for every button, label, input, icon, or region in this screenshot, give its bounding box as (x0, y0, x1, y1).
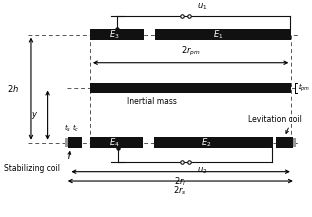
Bar (155, 29, 291, 40)
Text: Levitation coil: Levitation coil (248, 115, 302, 125)
Text: $E_4$: $E_4$ (109, 136, 119, 149)
Text: $E_1$: $E_1$ (213, 28, 224, 41)
Text: $t_s$: $t_s$ (64, 123, 71, 134)
Bar (69, 137, 82, 148)
Text: Stabilizing coil: Stabilizing coil (4, 164, 60, 173)
Text: $u_1$: $u_1$ (197, 1, 207, 12)
Text: $2r_s$: $2r_s$ (173, 184, 187, 197)
Text: $u_2$: $u_2$ (197, 166, 207, 176)
Text: $2r_{pm}$: $2r_{pm}$ (181, 45, 201, 58)
Text: $E_3$: $E_3$ (109, 28, 119, 41)
Text: $t_c$: $t_c$ (72, 123, 80, 134)
Bar (276, 137, 293, 148)
Bar (90, 137, 143, 148)
Text: $2h$: $2h$ (7, 83, 19, 94)
Text: $2r_l$: $2r_l$ (174, 175, 187, 188)
Bar (154, 137, 273, 148)
Bar (65, 138, 80, 147)
Text: $y$: $y$ (31, 110, 38, 121)
Text: $t_{pm}$: $t_{pm}$ (298, 81, 310, 94)
Bar (90, 83, 291, 93)
Bar (279, 138, 296, 148)
Text: $E_2$: $E_2$ (201, 136, 212, 149)
Bar (90, 29, 144, 40)
Text: Inertial mass: Inertial mass (127, 97, 177, 106)
